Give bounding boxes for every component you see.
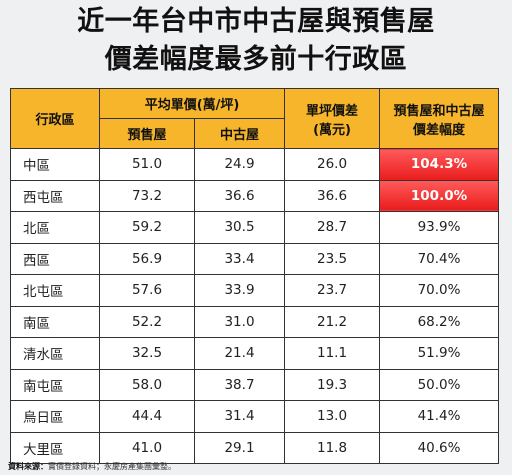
table-row: 西區 56.9 33.4 23.5 70.4% bbox=[10, 242, 500, 275]
cell-presale: 59.2 bbox=[99, 211, 195, 244]
cell-district: 北屯區 bbox=[10, 274, 100, 307]
header-ratio: 預售屋和中古屋 價差幅度 bbox=[379, 88, 500, 149]
header-district: 行政區 bbox=[10, 88, 100, 149]
header-ratio-text: 預售屋和中古屋 價差幅度 bbox=[393, 103, 485, 138]
cell-diff: 36.6 bbox=[284, 179, 381, 212]
cell-ratio: 70.0% bbox=[379, 274, 500, 307]
table-row: 西屯區 73.2 36.6 36.6 100.0% bbox=[10, 179, 500, 212]
cell-ratio: 40.6% bbox=[379, 431, 500, 464]
cell-ratio: 104.3% bbox=[379, 148, 500, 181]
cell-diff: 11.1 bbox=[284, 337, 381, 370]
cell-diff: 26.0 bbox=[284, 148, 381, 181]
cell-presale: 57.6 bbox=[99, 274, 195, 307]
cell-ratio: 51.9% bbox=[379, 337, 500, 370]
source-text: 實價登錄資料；永慶房產集團彙整。 bbox=[48, 462, 176, 471]
table-row: 南區 52.2 31.0 21.2 68.2% bbox=[10, 305, 500, 338]
cell-diff: 11.8 bbox=[284, 431, 381, 464]
table-row: 烏日區 44.4 31.4 13.0 41.4% bbox=[10, 400, 500, 433]
header-avg-price: 平均單價(萬/坪) bbox=[98, 88, 286, 119]
cell-ratio: 70.4% bbox=[379, 242, 500, 275]
title-line-2: 價差幅度最多前十行政區 bbox=[104, 44, 408, 75]
cell-district: 西屯區 bbox=[10, 179, 100, 212]
cell-used: 33.4 bbox=[193, 242, 286, 275]
cell-district: 南區 bbox=[10, 305, 100, 338]
cell-diff: 23.7 bbox=[284, 274, 381, 307]
cell-district: 烏日區 bbox=[10, 400, 100, 433]
cell-diff: 23.5 bbox=[284, 242, 381, 275]
cell-used: 36.6 bbox=[193, 179, 286, 212]
cell-used: 21.4 bbox=[193, 337, 286, 370]
cell-district: 南屯區 bbox=[10, 368, 100, 401]
cell-presale: 44.4 bbox=[99, 400, 195, 433]
cell-diff: 13.0 bbox=[284, 400, 381, 433]
cell-diff: 19.3 bbox=[284, 368, 381, 401]
header-used: 中古屋 bbox=[193, 118, 286, 149]
table-body: 中區 51.0 24.9 26.0 104.3% 西屯區 73.2 36.6 36.6 100.0… bbox=[10, 148, 500, 464]
cell-used: 24.9 bbox=[193, 148, 286, 181]
cell-presale: 41.0 bbox=[99, 431, 195, 464]
source-note: 資料來源：實價登錄資料；永慶房產集團彙整。 bbox=[8, 462, 176, 472]
cell-presale: 58.0 bbox=[99, 368, 195, 401]
cell-presale: 51.0 bbox=[99, 148, 195, 181]
cell-ratio: 41.4% bbox=[379, 400, 500, 433]
cell-used: 31.0 bbox=[193, 305, 286, 338]
cell-diff: 28.7 bbox=[284, 211, 381, 244]
cell-district: 中區 bbox=[10, 148, 100, 181]
table-row: 北區 59.2 30.5 28.7 93.9% bbox=[10, 211, 500, 244]
table-row: 大里區 41.0 29.1 11.8 40.6% bbox=[10, 431, 500, 464]
cell-district: 清水區 bbox=[10, 337, 100, 370]
cell-district: 西區 bbox=[10, 242, 100, 275]
table-row: 南屯區 58.0 38.7 19.3 50.0% bbox=[10, 368, 500, 401]
cell-used: 31.4 bbox=[193, 400, 286, 433]
table-row: 清水區 32.5 21.4 11.1 51.9% bbox=[10, 337, 500, 370]
cell-ratio: 50.0% bbox=[379, 368, 500, 401]
cell-presale: 56.9 bbox=[99, 242, 195, 275]
cell-presale: 52.2 bbox=[99, 305, 195, 338]
table-row: 中區 51.0 24.9 26.0 104.3% bbox=[10, 148, 500, 181]
header-presale: 預售屋 bbox=[99, 118, 195, 149]
cell-used: 29.1 bbox=[193, 431, 286, 464]
header-diff: 單坪價差 (萬元) bbox=[284, 88, 381, 149]
cell-presale: 73.2 bbox=[99, 179, 195, 212]
cell-presale: 32.5 bbox=[99, 337, 195, 370]
cell-ratio: 100.0% bbox=[379, 179, 500, 212]
header-diff-text: 單坪價差 (萬元) bbox=[306, 103, 359, 138]
cell-used: 30.5 bbox=[193, 211, 286, 244]
cell-ratio: 68.2% bbox=[379, 305, 500, 338]
data-table-container: 行政區 平均單價(萬/坪) 單坪價差 (萬元) 預售屋和中古屋 價差幅度 預售屋… bbox=[10, 88, 500, 464]
title-line-1: 近一年台中市中古屋與預售屋 bbox=[77, 6, 435, 37]
source-label: 資料來源： bbox=[8, 462, 48, 471]
cell-used: 33.9 bbox=[193, 274, 286, 307]
cell-ratio: 93.9% bbox=[379, 211, 500, 244]
data-table: 行政區 平均單價(萬/坪) 單坪價差 (萬元) 預售屋和中古屋 價差幅度 預售屋… bbox=[10, 88, 500, 464]
cell-diff: 21.2 bbox=[284, 305, 381, 338]
cell-used: 38.7 bbox=[193, 368, 286, 401]
cell-district: 大里區 bbox=[10, 431, 100, 464]
cell-district: 北區 bbox=[10, 211, 100, 244]
table-row: 北屯區 57.6 33.9 23.7 70.0% bbox=[10, 274, 500, 307]
